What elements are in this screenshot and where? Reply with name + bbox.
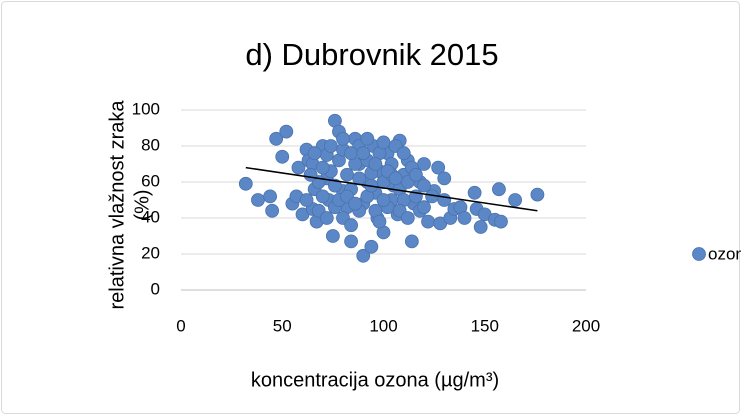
point <box>368 157 383 171</box>
point <box>360 131 375 146</box>
legend-label: ozon <box>708 244 741 263</box>
point <box>437 171 452 186</box>
point <box>467 185 482 200</box>
point <box>307 146 322 161</box>
point <box>263 189 278 204</box>
x-tick-label: 50 <box>273 316 292 335</box>
point <box>279 124 294 139</box>
point <box>315 189 330 204</box>
point <box>400 211 415 225</box>
y-tick-label: 20 <box>141 243 160 262</box>
y-axis-label: relativna vlažnost zraka <box>106 100 128 310</box>
point <box>421 214 435 229</box>
point <box>364 239 379 254</box>
point <box>372 214 387 229</box>
point <box>417 178 431 193</box>
point <box>265 203 280 218</box>
x-tick-label: 100 <box>369 316 397 335</box>
point <box>327 178 342 193</box>
legend-marker <box>692 247 706 261</box>
y-tick-label: 100 <box>132 99 160 118</box>
point <box>344 218 359 233</box>
point <box>408 167 423 182</box>
point <box>344 146 359 161</box>
chart-title: d) Dubrovnik 2015 <box>245 37 498 72</box>
point <box>325 229 340 243</box>
point <box>494 214 508 229</box>
x-tick-label: 0 <box>176 316 185 335</box>
point <box>319 211 334 225</box>
trendline <box>245 166 538 212</box>
point <box>473 220 488 234</box>
point <box>238 176 253 191</box>
point <box>508 193 523 207</box>
point <box>275 149 290 164</box>
point <box>323 139 338 153</box>
point <box>396 146 411 161</box>
point <box>404 234 419 249</box>
point <box>530 187 545 202</box>
x-tick-label: 150 <box>471 316 499 335</box>
point <box>303 167 318 182</box>
point <box>315 160 330 175</box>
point <box>437 193 452 207</box>
x-axis-label: koncentracija ozona (µg/m³) <box>251 369 499 391</box>
point <box>352 171 367 186</box>
point <box>299 193 314 207</box>
point <box>336 131 350 146</box>
point <box>340 167 354 182</box>
point <box>417 157 431 171</box>
point <box>344 234 359 249</box>
point <box>431 160 446 175</box>
y-tick-label: 60 <box>141 171 160 190</box>
point <box>417 200 431 215</box>
point <box>492 182 506 197</box>
point <box>251 193 265 207</box>
y-axis-label: (%) <box>131 189 153 220</box>
y-tick-label: 0 <box>151 279 160 298</box>
point <box>376 193 391 207</box>
point <box>376 135 391 150</box>
point <box>269 131 284 146</box>
x-tick-label: 200 <box>572 316 600 335</box>
point <box>356 248 371 263</box>
point <box>356 146 371 161</box>
point <box>457 211 472 225</box>
point <box>291 160 306 175</box>
point <box>388 171 403 186</box>
y-tick-label: 80 <box>141 135 160 154</box>
point <box>348 196 363 211</box>
y-tick-label: 40 <box>141 207 160 226</box>
